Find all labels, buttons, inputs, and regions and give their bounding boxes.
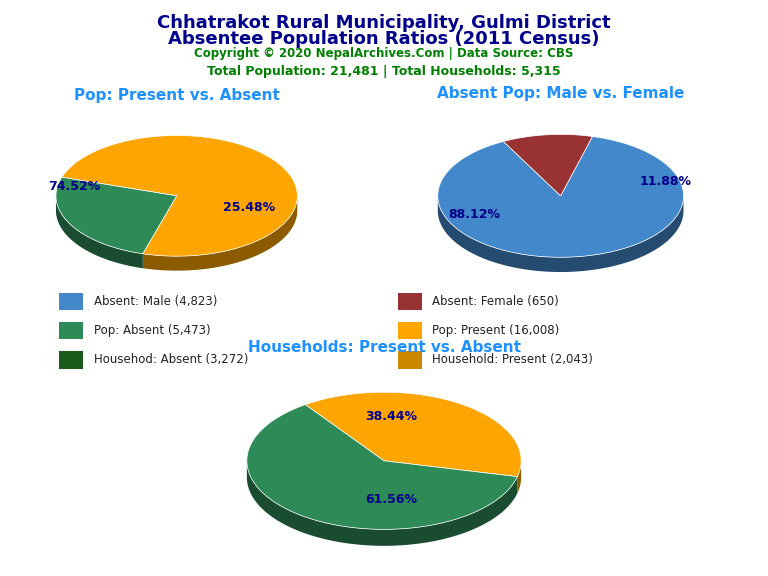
FancyBboxPatch shape [59,322,83,339]
Polygon shape [306,392,521,477]
Polygon shape [62,135,297,256]
FancyBboxPatch shape [398,351,422,369]
Polygon shape [247,461,518,546]
Polygon shape [56,196,143,268]
Text: 25.48%: 25.48% [223,202,275,214]
FancyBboxPatch shape [398,293,422,310]
Polygon shape [143,197,297,271]
Polygon shape [438,198,684,272]
Text: Pop: Present (16,008): Pop: Present (16,008) [432,324,560,337]
Text: 61.56%: 61.56% [365,492,417,506]
FancyBboxPatch shape [398,322,422,339]
Title: Pop: Present vs. Absent: Pop: Present vs. Absent [74,88,280,103]
Text: Chhatrakot Rural Municipality, Gulmi District: Chhatrakot Rural Municipality, Gulmi Dis… [157,14,611,32]
Polygon shape [438,137,684,257]
Title: Households: Present vs. Absent: Households: Present vs. Absent [247,340,521,355]
FancyBboxPatch shape [59,293,83,310]
Text: 88.12%: 88.12% [449,208,501,221]
Text: Total Population: 21,481 | Total Households: 5,315: Total Population: 21,481 | Total Househo… [207,65,561,78]
Text: Househod: Absent (3,272): Househod: Absent (3,272) [94,354,248,366]
Text: Absent: Male (4,823): Absent: Male (4,823) [94,295,217,308]
Text: Pop: Absent (5,473): Pop: Absent (5,473) [94,324,210,337]
Polygon shape [56,177,177,254]
Polygon shape [518,461,521,493]
Polygon shape [503,134,592,196]
Text: 74.52%: 74.52% [48,180,100,193]
Text: Absent: Female (650): Absent: Female (650) [432,295,559,308]
Text: Household: Present (2,043): Household: Present (2,043) [432,354,593,366]
Text: 38.44%: 38.44% [365,411,417,423]
Polygon shape [247,404,518,529]
Text: Absentee Population Ratios (2011 Census): Absentee Population Ratios (2011 Census) [168,30,600,48]
FancyBboxPatch shape [59,351,83,369]
Text: Copyright © 2020 NepalArchives.Com | Data Source: CBS: Copyright © 2020 NepalArchives.Com | Dat… [194,47,574,60]
Text: 11.88%: 11.88% [639,175,691,188]
Title: Absent Pop: Male vs. Female: Absent Pop: Male vs. Female [437,86,684,101]
